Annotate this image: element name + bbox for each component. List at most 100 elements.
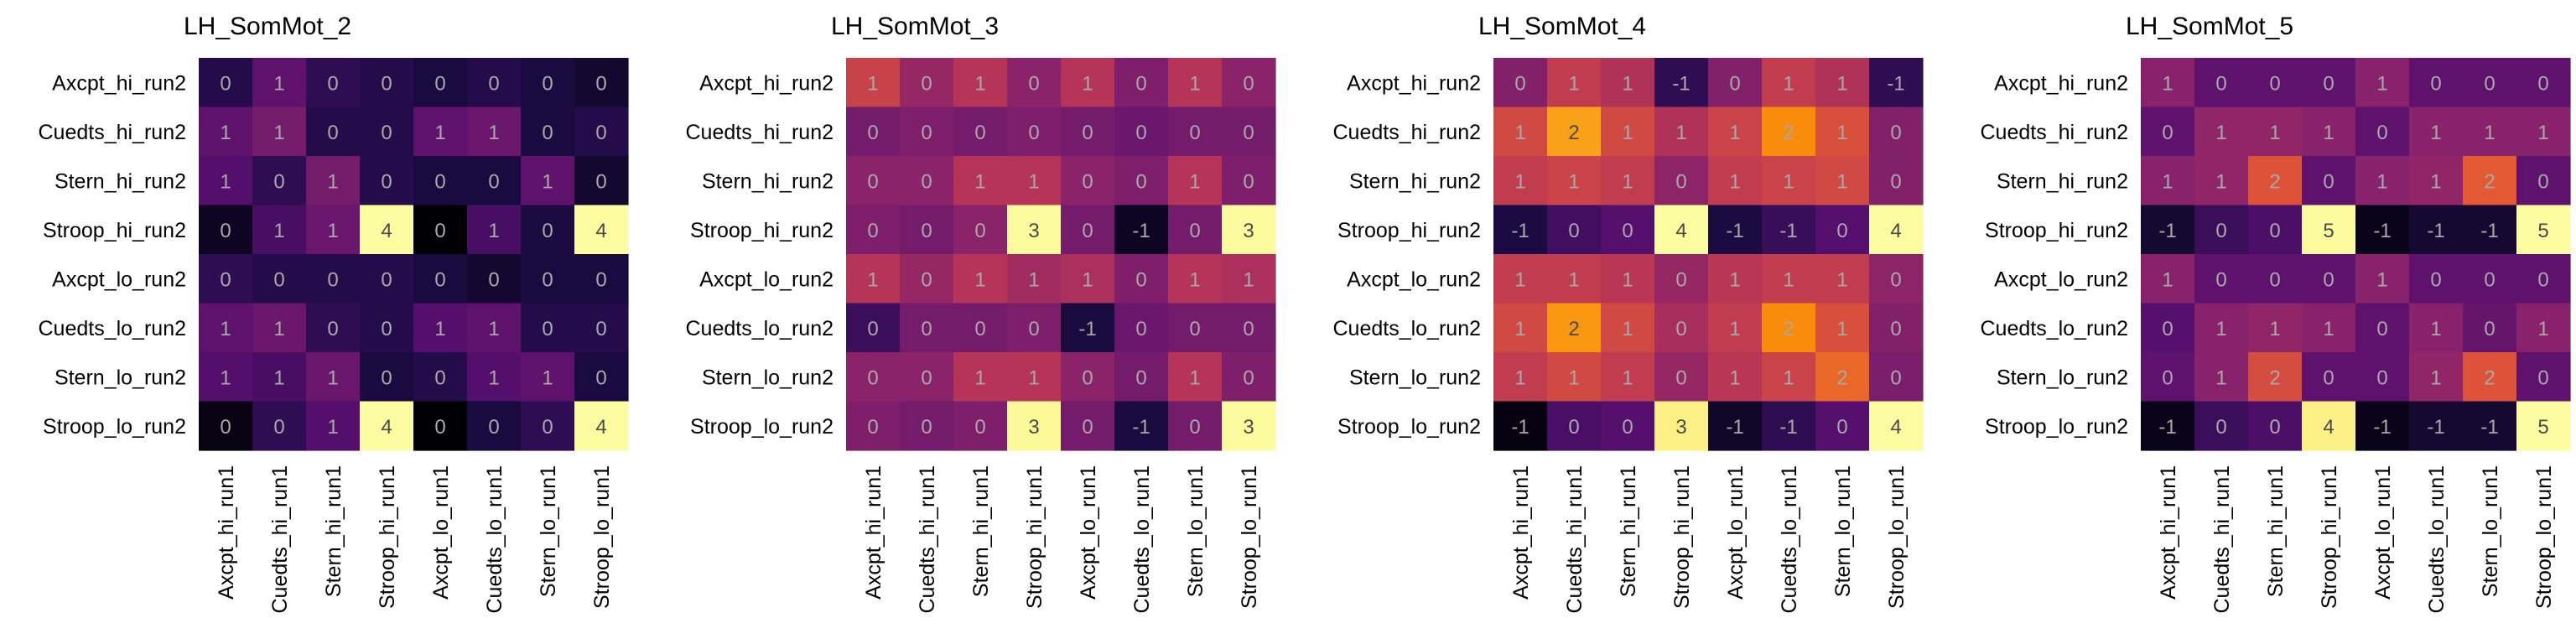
heatmap-cell (1708, 106, 1763, 157)
heatmap-cell (1708, 205, 1763, 255)
cell-value-label: 0 (921, 366, 932, 389)
cell-value-label: 1 (2269, 318, 2280, 340)
heatmap-cell (1493, 58, 1548, 108)
cell-value-label: 1 (2215, 366, 2226, 389)
cell-value-label: 1 (1189, 72, 1200, 95)
cell-value-label: 4 (595, 220, 606, 242)
heatmap-cell (2516, 303, 2571, 353)
heatmap-cell (252, 303, 307, 353)
heatmap-cell (2248, 352, 2303, 402)
cell-value-label: 0 (921, 72, 932, 95)
cell-value-label: 0 (1890, 318, 1901, 340)
heatmap-cell (306, 303, 361, 353)
cell-value-label: 0 (1890, 170, 1901, 193)
cell-value-label: 2 (2484, 170, 2495, 193)
cell-value-label: 0 (488, 72, 499, 95)
column-label: Axcpt_lo_run1 (1724, 465, 1748, 600)
heatmap-cell (1762, 303, 1816, 353)
row-label: Axcpt_lo_run2 (1994, 267, 2128, 291)
cell-value-label: 1 (974, 72, 985, 95)
column-label: Stern_hi_run1 (1617, 465, 1640, 597)
cell-value-label: 1 (488, 318, 499, 340)
cell-value-label: 0 (2215, 72, 2226, 95)
column-label: Cuedts_lo_run1 (483, 465, 506, 614)
heatmap-cell (467, 58, 522, 108)
heatmap-cell (1708, 254, 1763, 304)
cell-value-label: 1 (273, 220, 284, 242)
column-label: Cuedts_hi_run1 (268, 465, 292, 614)
heatmap-cell (1222, 254, 1276, 304)
cell-value-label: 0 (921, 220, 932, 242)
cell-value-label: -1 (2158, 416, 2176, 439)
heatmap-cell (1762, 254, 1816, 304)
cell-value-label: 1 (2430, 170, 2441, 193)
heatmap-cell (360, 303, 414, 353)
heatmap-cell (1869, 401, 1924, 451)
column-label: Cuedts_hi_run1 (2210, 465, 2234, 614)
heatmap-cell (846, 106, 901, 157)
panel-title: LH_SomMot_5 (2126, 13, 2293, 40)
cell-value-label: 1 (974, 170, 985, 193)
cell-value-label: 0 (542, 220, 553, 242)
cell-value-label: 4 (1890, 416, 1901, 439)
row-label: Stroop_hi_run2 (1337, 219, 1481, 242)
heatmap-cell (2302, 156, 2356, 206)
cell-value-label: 1 (2376, 268, 2387, 291)
heatmap-cell (1061, 352, 1115, 402)
column-label: Stern_hi_run1 (969, 465, 993, 597)
cell-value-label: 1 (1729, 122, 1740, 144)
heatmap-cell (360, 254, 414, 304)
cell-value-label: 0 (867, 416, 878, 439)
column-label: Axcpt_lo_run1 (2371, 465, 2395, 600)
cell-value-label: 0 (273, 170, 284, 193)
heatmap-cell (1815, 58, 1870, 108)
cell-value-label: 0 (2215, 416, 2226, 439)
cell-value-label: 0 (327, 268, 338, 291)
cell-value-label: 1 (1783, 72, 1794, 95)
cell-value-label: 1 (2430, 318, 2441, 340)
cell-value-label: -1 (2373, 416, 2391, 439)
column-label: Cuedts_hi_run1 (916, 465, 939, 614)
cell-value-label: 0 (1243, 318, 1254, 340)
column-label: Axcpt_hi_run1 (2157, 465, 2180, 600)
cell-value-label: 1 (1729, 366, 1740, 389)
row-label: Cuedts_lo_run2 (1332, 317, 1481, 340)
cell-value-label: 0 (273, 416, 284, 439)
heatmap-cell (360, 352, 414, 402)
heatmap-cell (2248, 156, 2303, 206)
heatmap-cell (1654, 303, 1709, 353)
heatmap-cell (2463, 303, 2517, 353)
heatmap-cell (846, 254, 901, 304)
cell-value-label: 0 (220, 220, 231, 242)
heatmap-cell (1869, 58, 1924, 108)
column-label: Stroop_hi_run1 (2318, 465, 2341, 609)
heatmap-cell (900, 205, 954, 255)
cell-value-label: 1 (2376, 72, 2387, 95)
heatmap-cell (1114, 205, 1169, 255)
heatmap-cell (2516, 156, 2571, 206)
heatmap-cell (2194, 156, 2249, 206)
cell-value-label: 3 (1243, 220, 1254, 242)
cell-value-label: 3 (1243, 416, 1254, 439)
heatmap-cell (2194, 352, 2249, 402)
cell-value-label: 0 (867, 220, 878, 242)
heatmap-cell (1762, 205, 1816, 255)
cell-value-label: 1 (1514, 366, 1525, 389)
cell-value-label: 0 (434, 366, 445, 389)
column-label: Stern_lo_run1 (537, 465, 560, 597)
cell-value-label: 0 (2376, 122, 2387, 144)
cell-value-label: 1 (2215, 170, 2226, 193)
cell-value-label: 1 (1028, 268, 1039, 291)
cell-value-label: 1 (1622, 170, 1633, 193)
cell-value-label: 0 (921, 170, 932, 193)
heatmap-cell (521, 58, 575, 108)
heatmap-cell (953, 303, 1008, 353)
cell-value-label: 0 (867, 170, 878, 193)
heatmap-cell (1708, 401, 1763, 451)
cell-value-label: 1 (542, 366, 553, 389)
cell-value-label: 0 (1135, 366, 1146, 389)
heatmap-cell (467, 254, 522, 304)
heatmap-cell (1815, 106, 1870, 157)
cell-value-label: 4 (1890, 220, 1901, 242)
cell-value-label: 0 (1568, 416, 1579, 439)
